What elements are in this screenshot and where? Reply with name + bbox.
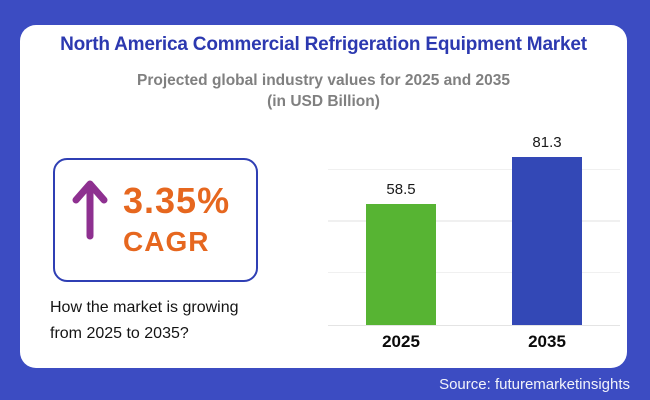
bar-column-2035: 81.3 (512, 134, 582, 325)
bar-value-label-2025: 58.5 (386, 181, 416, 199)
cagr-label: CAGR (123, 226, 210, 257)
cagr-callout-box: 3.35% CAGR (53, 158, 258, 282)
cagr-text-group: 3.35% CAGR (123, 181, 230, 259)
bar-value-label-2035: 81.3 (532, 133, 562, 151)
bar-2035 (512, 156, 582, 325)
cagr-value: 3.35% (123, 180, 231, 221)
bar-2025 (366, 204, 436, 325)
content-card: North America Commercial Refrigeration E… (20, 25, 627, 368)
bar-column-2025: 58.5 (366, 181, 436, 325)
growth-up-arrow-icon (71, 178, 109, 245)
source-attribution: Source: futuremarketinsights (439, 376, 630, 393)
x-axis-label-2035: 2035 (528, 332, 566, 351)
bar-chart-x-axis: 2025 2035 (328, 332, 620, 352)
bar-chart-plot: 58.5 81.3 (328, 134, 620, 326)
gridline-50 (328, 220, 620, 222)
chart-subtitle: Projected global industry values for 202… (137, 72, 510, 110)
growth-question-text: How the market is growing from 2025 to 2… (50, 299, 239, 342)
gridline-25 (328, 271, 620, 274)
x-axis-label-2025: 2025 (382, 332, 420, 351)
page-title: North America Commercial Refrigeration E… (60, 34, 587, 55)
gridline-75 (328, 168, 620, 170)
